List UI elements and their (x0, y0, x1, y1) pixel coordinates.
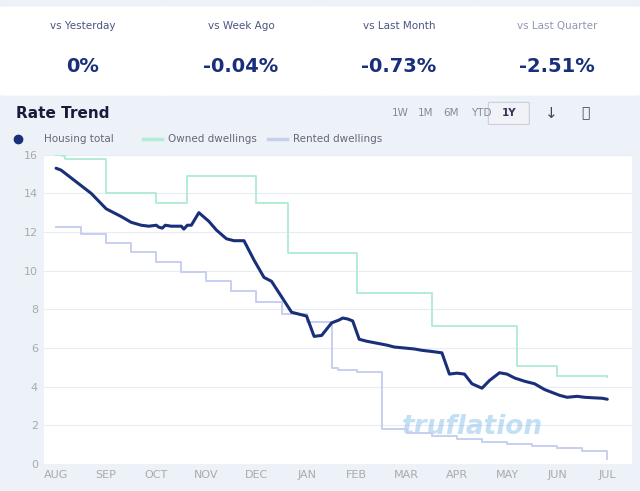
Text: 1M: 1M (418, 109, 433, 118)
Text: -0.04%: -0.04% (204, 56, 278, 76)
Text: ↓: ↓ (545, 106, 558, 121)
Text: truflation: truflation (401, 414, 543, 440)
Text: ⑂: ⑂ (581, 107, 590, 120)
FancyBboxPatch shape (472, 6, 640, 96)
Text: -2.51%: -2.51% (519, 56, 595, 76)
Text: Housing total: Housing total (44, 134, 113, 144)
Text: vs Week Ago: vs Week Ago (207, 21, 275, 31)
FancyBboxPatch shape (156, 6, 326, 96)
Text: vs Yesterday: vs Yesterday (50, 21, 116, 31)
Text: Owned dwellings: Owned dwellings (168, 134, 257, 144)
Text: Rate Trend: Rate Trend (16, 106, 109, 121)
Text: 6M: 6M (444, 109, 459, 118)
FancyBboxPatch shape (0, 6, 168, 96)
Text: 0%: 0% (67, 56, 99, 76)
FancyBboxPatch shape (314, 6, 484, 96)
Text: vs Last Quarter: vs Last Quarter (517, 21, 597, 31)
Text: 1Y: 1Y (502, 109, 516, 118)
Text: YTD: YTD (471, 109, 492, 118)
Text: vs Last Month: vs Last Month (363, 21, 435, 31)
Text: Rented dwellings: Rented dwellings (293, 134, 382, 144)
Text: -0.73%: -0.73% (362, 56, 436, 76)
Text: 1W: 1W (392, 109, 408, 118)
FancyBboxPatch shape (488, 102, 529, 125)
